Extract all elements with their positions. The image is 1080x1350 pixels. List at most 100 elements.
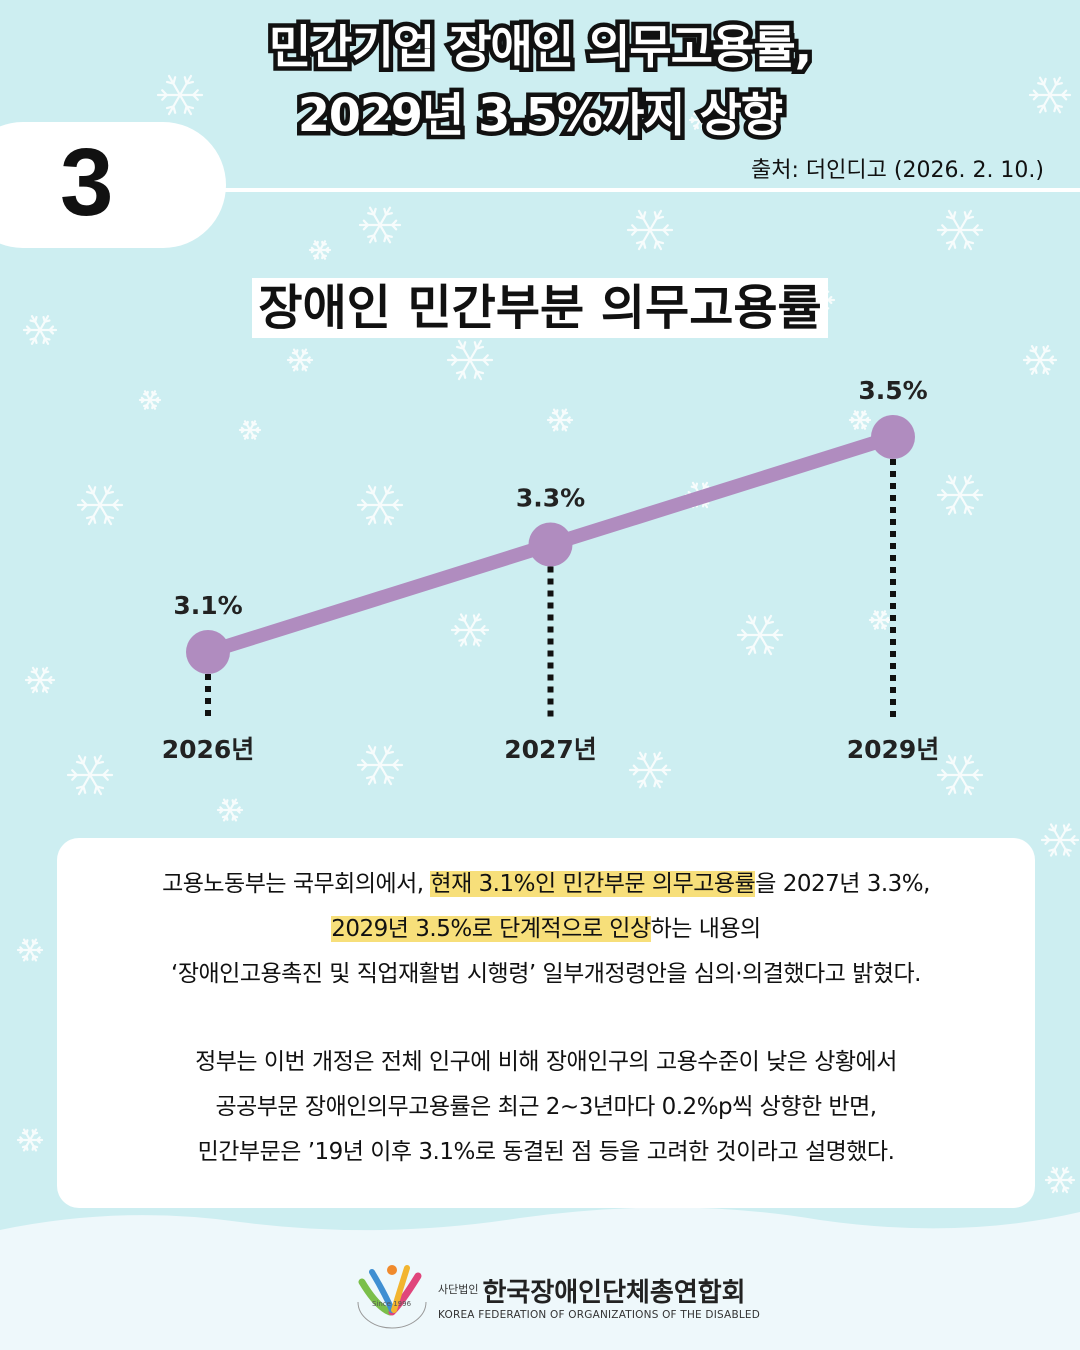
flake-arm bbox=[1048, 93, 1062, 114]
flake-branch bbox=[240, 428, 246, 434]
flake-branch bbox=[701, 124, 708, 128]
flake-arm bbox=[558, 418, 568, 432]
line: ‘장애인고용촉진 및 직업재활법 시행령’ 일부개정령안을 심의·의결했다고 밝… bbox=[57, 952, 1035, 997]
flake-branch bbox=[965, 785, 975, 790]
flake-branch bbox=[154, 396, 160, 402]
flake-branch bbox=[745, 620, 755, 625]
flake-arm bbox=[77, 773, 92, 796]
flake-branch bbox=[112, 499, 119, 507]
flake-arm bbox=[468, 339, 483, 362]
flake-branch bbox=[95, 785, 105, 790]
flake-arm bbox=[31, 678, 42, 694]
flake-arm bbox=[1038, 358, 1050, 375]
flake-arm bbox=[31, 666, 42, 682]
x-tick-label: 2026년 bbox=[162, 735, 255, 764]
flake-arm bbox=[292, 358, 302, 372]
snowflake bbox=[286, 348, 314, 372]
flake-arm bbox=[747, 633, 762, 656]
flake-arm bbox=[648, 209, 663, 232]
flake-branch bbox=[19, 1138, 24, 1144]
flake-branch bbox=[392, 759, 399, 767]
flake-branch bbox=[1053, 77, 1058, 86]
flake-branch bbox=[185, 105, 195, 110]
flake-arm bbox=[367, 484, 382, 507]
flake-arm bbox=[457, 339, 472, 362]
flake-branch bbox=[372, 234, 377, 243]
source: 출처: 더인디고 (2026. 2. 10.) bbox=[751, 158, 1044, 183]
snowflake bbox=[308, 240, 332, 260]
flake-branch bbox=[1042, 345, 1046, 353]
flake-arm bbox=[1058, 838, 1071, 857]
flake-branch bbox=[475, 370, 485, 375]
flake-arm bbox=[292, 348, 302, 362]
flake-branch bbox=[25, 1145, 29, 1151]
text: ‘장애인고용촉진 및 직업재활법 시행령’ 일부개정령안을 심의·의결했다고 밝… bbox=[171, 961, 921, 987]
flake-branch bbox=[884, 616, 890, 622]
flake-branch bbox=[765, 645, 775, 650]
flake-arm bbox=[298, 348, 308, 362]
flake-arm bbox=[637, 228, 652, 251]
snowflake bbox=[936, 754, 984, 796]
org-english: KOREA FEDERATION OF ORGANIZATIONS OF THE… bbox=[438, 1309, 761, 1321]
flake-branch bbox=[1053, 848, 1058, 856]
flake-arm bbox=[637, 209, 652, 232]
snowflake bbox=[156, 74, 204, 116]
flake-branch bbox=[295, 365, 299, 371]
flake-branch bbox=[27, 678, 33, 685]
flake-branch bbox=[145, 404, 149, 410]
flake-branch bbox=[31, 939, 35, 945]
flake-branch bbox=[21, 1131, 28, 1135]
snowflake bbox=[356, 484, 404, 526]
flake-branch bbox=[151, 404, 158, 408]
flake-branch bbox=[383, 486, 388, 495]
flake-arm bbox=[88, 754, 103, 777]
flake-arm bbox=[98, 484, 113, 507]
flake-arm bbox=[1038, 76, 1052, 97]
flake-branch bbox=[321, 254, 328, 258]
flake-arm bbox=[958, 228, 973, 251]
flake-branch bbox=[881, 610, 885, 616]
flake-arm bbox=[298, 358, 308, 372]
flake-arm bbox=[958, 773, 973, 796]
flake-branch bbox=[1054, 1186, 1059, 1193]
flake-branch bbox=[701, 110, 705, 116]
flake-arm bbox=[958, 474, 973, 497]
highlight: 현재 3.1%인 민간부문 의무고용률 bbox=[430, 871, 756, 897]
flake-branch bbox=[231, 799, 235, 805]
snowflake bbox=[688, 110, 712, 130]
flake-arm bbox=[368, 206, 382, 227]
flake-arm bbox=[1051, 1178, 1062, 1194]
flake-arm bbox=[947, 754, 962, 777]
flake-arm bbox=[22, 938, 32, 952]
text: 정부는 이번 개정은 전체 인구에 비해 장애인구의 고용수준이 낮은 상황에서 bbox=[195, 1049, 897, 1075]
flake-branch bbox=[482, 354, 489, 362]
flake-branch bbox=[361, 763, 368, 771]
snowflake bbox=[1022, 345, 1058, 375]
flake-arm bbox=[88, 773, 103, 796]
flake-arm bbox=[648, 768, 662, 789]
flake-arm bbox=[367, 744, 382, 767]
snowflake bbox=[216, 798, 244, 822]
flake-branch bbox=[301, 349, 305, 355]
flake-branch bbox=[1032, 93, 1040, 101]
flake-branch bbox=[455, 345, 465, 350]
flake-branch bbox=[861, 410, 865, 416]
snowflake bbox=[22, 315, 58, 345]
footer: 사단법인 한국장애인단체총연합회 KOREA FEDERATION OF ORGA… bbox=[438, 1272, 760, 1321]
flake-arm bbox=[28, 1128, 38, 1142]
flake-branch bbox=[952, 785, 957, 794]
flake-branch bbox=[165, 80, 175, 85]
snowflake bbox=[546, 408, 574, 432]
flake-branch bbox=[236, 806, 241, 812]
flake-branch bbox=[302, 365, 309, 369]
flake-arm bbox=[378, 503, 393, 526]
flake-arm bbox=[947, 474, 962, 497]
flake-branch bbox=[365, 490, 375, 495]
flake-branch bbox=[1048, 355, 1055, 362]
flake-arm bbox=[367, 503, 382, 526]
flake-arm bbox=[378, 484, 393, 507]
flake-arm bbox=[459, 613, 472, 632]
flake-branch bbox=[42, 315, 46, 323]
flake-branch bbox=[41, 667, 46, 674]
